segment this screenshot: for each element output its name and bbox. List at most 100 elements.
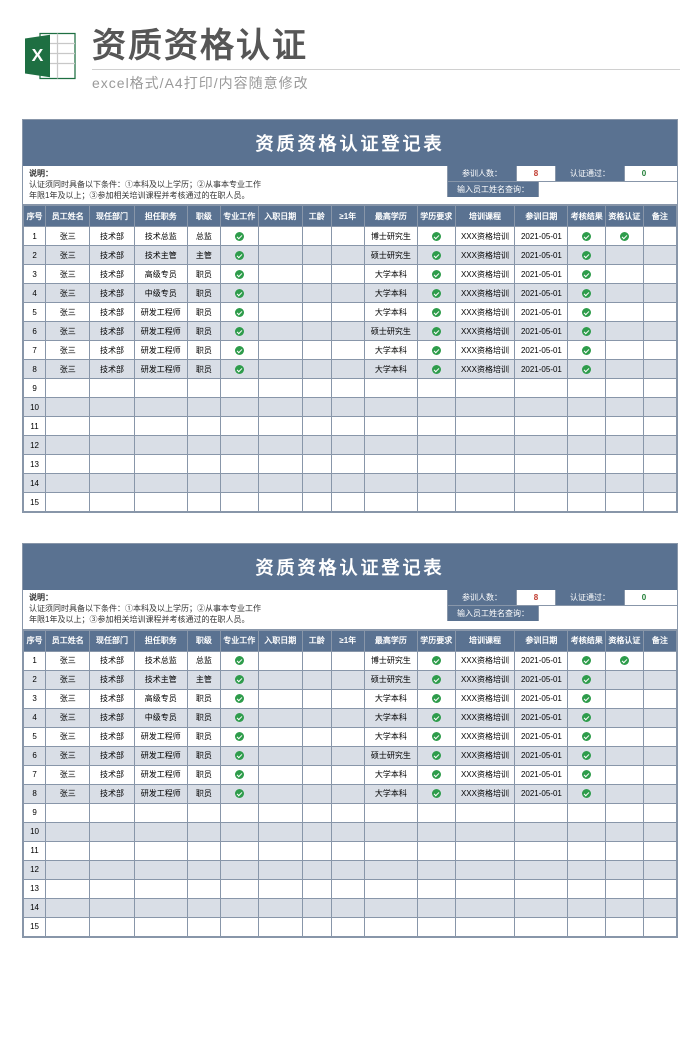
- table-cell: [134, 822, 187, 841]
- table-cell: [417, 822, 455, 841]
- search-input[interactable]: [538, 182, 677, 197]
- table-cell: [220, 341, 258, 360]
- table-cell: [302, 398, 331, 417]
- table-cell: [606, 303, 644, 322]
- table-cell: 10: [24, 398, 46, 417]
- check-icon: [235, 346, 244, 355]
- table-cell: [90, 474, 134, 493]
- table-cell: 研发工程师: [134, 765, 187, 784]
- table-cell: [331, 651, 364, 670]
- table-cell: [220, 670, 258, 689]
- table-cell: [331, 727, 364, 746]
- table-cell: [331, 784, 364, 803]
- table-cell: [364, 841, 417, 860]
- table-cell: [606, 246, 644, 265]
- table-cell: [331, 341, 364, 360]
- table-cell: [417, 417, 455, 436]
- table-cell: [302, 455, 331, 474]
- check-icon: [432, 675, 441, 684]
- table-cell: 研发工程师: [134, 303, 187, 322]
- table-cell: [568, 493, 606, 512]
- check-icon: [432, 694, 441, 703]
- table-cell: 技术主管: [134, 670, 187, 689]
- table-cell: [258, 898, 302, 917]
- table-cell: [90, 898, 134, 917]
- table-cell: [258, 398, 302, 417]
- info-line2: 年限1年及以上；③参加相关培训课程并考核通过的在职人员。: [29, 191, 249, 200]
- table-cell: [568, 398, 606, 417]
- table-cell: [258, 822, 302, 841]
- table-cell: [90, 417, 134, 436]
- table-cell: [258, 746, 302, 765]
- table-cell: 10: [24, 822, 46, 841]
- table-cell: [643, 746, 676, 765]
- table-cell: 技术部: [90, 708, 134, 727]
- table-cell: 11: [24, 417, 46, 436]
- table-cell: [331, 455, 364, 474]
- table-cell: [220, 246, 258, 265]
- table-header-cell: 备注: [643, 630, 676, 651]
- table-cell: [643, 227, 676, 246]
- table-row: 12: [24, 860, 677, 879]
- search-input[interactable]: [538, 606, 677, 621]
- table-cell: 7: [24, 765, 46, 784]
- table-cell: [643, 379, 676, 398]
- table-cell: 研发工程师: [134, 341, 187, 360]
- table-cell: 张三: [46, 651, 90, 670]
- table-row: 8张三技术部研发工程师职员大学本科XXX资格培训2021-05-01: [24, 784, 677, 803]
- table-header-cell: 职级: [187, 630, 220, 651]
- table-cell: [643, 284, 676, 303]
- table-cell: 技术部: [90, 727, 134, 746]
- check-icon: [432, 751, 441, 760]
- table-cell: [220, 417, 258, 436]
- table-cell: [417, 784, 455, 803]
- table-row: 2张三技术部技术主管主管硕士研究生XXX资格培训2021-05-01: [24, 670, 677, 689]
- table-header-cell: ≥1年: [331, 630, 364, 651]
- check-icon: [432, 270, 441, 279]
- info-label: 说明：: [29, 169, 53, 178]
- table-cell: [331, 398, 364, 417]
- table-cell: [258, 917, 302, 936]
- table-row: 4张三技术部中级专员职员大学本科XXX资格培训2021-05-01: [24, 284, 677, 303]
- search-label: 输入员工姓名查询：: [447, 606, 538, 621]
- check-icon: [582, 289, 591, 298]
- table-cell: [331, 284, 364, 303]
- table-cell: [302, 303, 331, 322]
- table-cell: [417, 455, 455, 474]
- table-cell: XXX资格培训: [455, 708, 515, 727]
- table-row: 4张三技术部中级专员职员大学本科XXX资格培训2021-05-01: [24, 708, 677, 727]
- table-cell: [258, 322, 302, 341]
- table-cell: [331, 360, 364, 379]
- table-cell: [258, 689, 302, 708]
- table-cell: [606, 727, 644, 746]
- check-icon: [582, 270, 591, 279]
- table-cell: [331, 474, 364, 493]
- table-cell: [258, 284, 302, 303]
- table-cell: [515, 879, 568, 898]
- table-cell: XXX资格培训: [455, 303, 515, 322]
- table-cell: 2021-05-01: [515, 227, 568, 246]
- table-cell: [331, 746, 364, 765]
- table-cell: 张三: [46, 322, 90, 341]
- table-cell: 11: [24, 841, 46, 860]
- table-cell: [364, 417, 417, 436]
- info-label: 说明：: [29, 593, 53, 602]
- table-row: 5张三技术部研发工程师职员大学本科XXX资格培训2021-05-01: [24, 727, 677, 746]
- table-cell: [46, 379, 90, 398]
- table-cell: 大学本科: [364, 265, 417, 284]
- table-cell: 职员: [187, 265, 220, 284]
- table-cell: [134, 803, 187, 822]
- table-cell: [606, 322, 644, 341]
- table-cell: [606, 708, 644, 727]
- table-cell: 研发工程师: [134, 360, 187, 379]
- table-cell: [220, 493, 258, 512]
- table-cell: [568, 841, 606, 860]
- table-header-cell: 工龄: [302, 206, 331, 227]
- table-cell: [643, 303, 676, 322]
- table-cell: [46, 841, 90, 860]
- table-cell: 2021-05-01: [515, 246, 568, 265]
- table-cell: 职员: [187, 708, 220, 727]
- table-cell: 技术部: [90, 765, 134, 784]
- table-cell: 2021-05-01: [515, 670, 568, 689]
- table-cell: [643, 265, 676, 284]
